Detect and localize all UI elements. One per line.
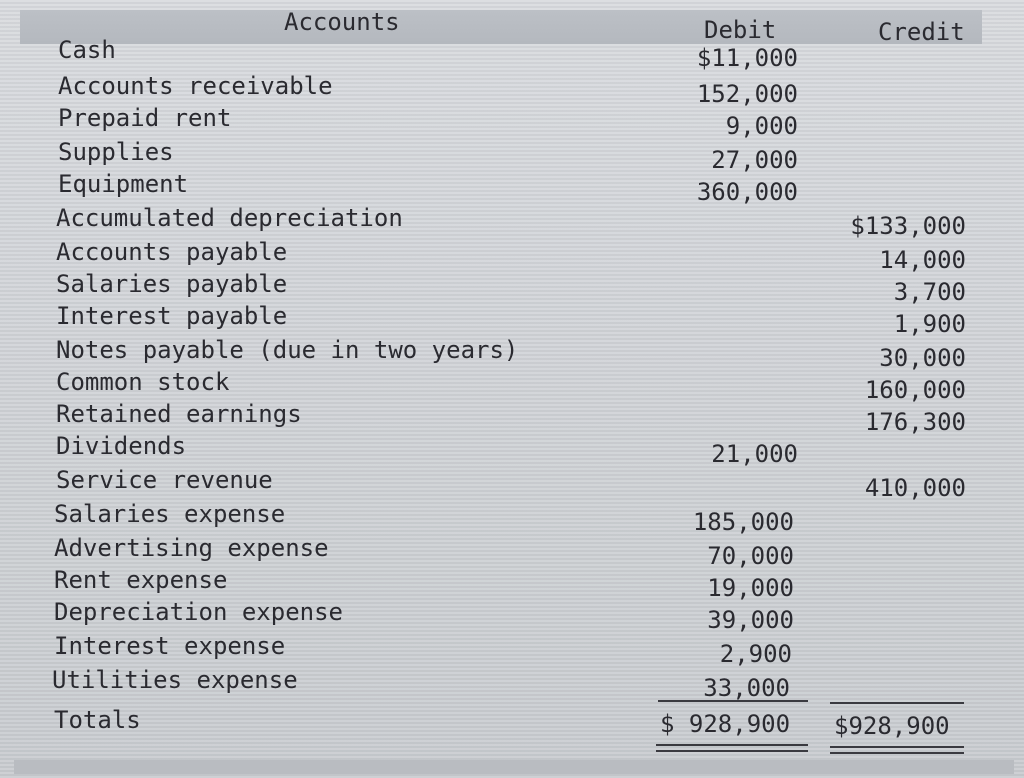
credit-amount: 410,000 [864, 474, 966, 502]
debit-amount: 9,000 [725, 112, 798, 140]
credit-amount: 14,000 [879, 246, 966, 274]
account-name: Supplies [58, 138, 174, 166]
credit-total-double-rule [830, 746, 964, 754]
account-name: Interest expense [54, 632, 286, 660]
account-name: Notes payable (due in two years) [56, 336, 519, 364]
credit-subtotal-rule [830, 702, 964, 704]
credit-amount: 3,700 [893, 278, 966, 306]
debit-amount: 152,000 [696, 80, 798, 108]
totals-label: Totals [54, 706, 141, 734]
credit-amount: 30,000 [879, 344, 966, 372]
account-name: Utilities expense [52, 666, 298, 694]
account-name: Cash [58, 36, 116, 64]
credit-amount: 160,000 [864, 376, 966, 404]
debit-amount: 19,000 [707, 574, 794, 602]
debit-amount: 21,000 [711, 440, 798, 468]
debit-subtotal-rule [658, 700, 808, 702]
totals-debit: $ 928,900 [660, 710, 791, 738]
account-name: Advertising expense [54, 534, 329, 562]
debit-amount: 33,000 [703, 674, 790, 702]
debit-amount: 185,000 [692, 508, 794, 536]
account-name: Accumulated depreciation [56, 204, 403, 232]
account-name: Dividends [56, 432, 187, 460]
accounts-header: Accounts [284, 8, 400, 36]
header-band [20, 10, 982, 44]
account-name: Service revenue [56, 466, 273, 494]
account-name: Accounts receivable [58, 72, 333, 100]
credit-header: Credit [878, 18, 965, 46]
debit-amount: 27,000 [711, 146, 798, 174]
debit-header: Debit [704, 16, 777, 44]
account-name: Interest payable [56, 302, 288, 330]
account-name: Retained earnings [56, 400, 302, 428]
account-name: Rent expense [54, 566, 228, 594]
account-name: Salaries payable [56, 270, 288, 298]
footer-band [14, 760, 1014, 774]
debit-amount: 70,000 [707, 542, 794, 570]
debit-total-double-rule [656, 744, 808, 752]
account-name: Equipment [58, 170, 189, 198]
account-name: Prepaid rent [58, 104, 232, 132]
credit-amount: $133,000 [850, 212, 966, 240]
debit-amount: 360,000 [696, 178, 798, 206]
debit-amount: 39,000 [707, 606, 794, 634]
credit-amount: 176,300 [864, 408, 966, 436]
account-name: Depreciation expense [54, 598, 343, 626]
account-name: Accounts payable [56, 238, 288, 266]
debit-amount: $11,000 [696, 44, 798, 72]
totals-credit: $928,900 [834, 712, 950, 740]
account-name: Common stock [56, 368, 230, 396]
account-name: Salaries expense [54, 500, 286, 528]
debit-amount: 2,900 [719, 640, 792, 668]
credit-amount: 1,900 [893, 310, 966, 338]
